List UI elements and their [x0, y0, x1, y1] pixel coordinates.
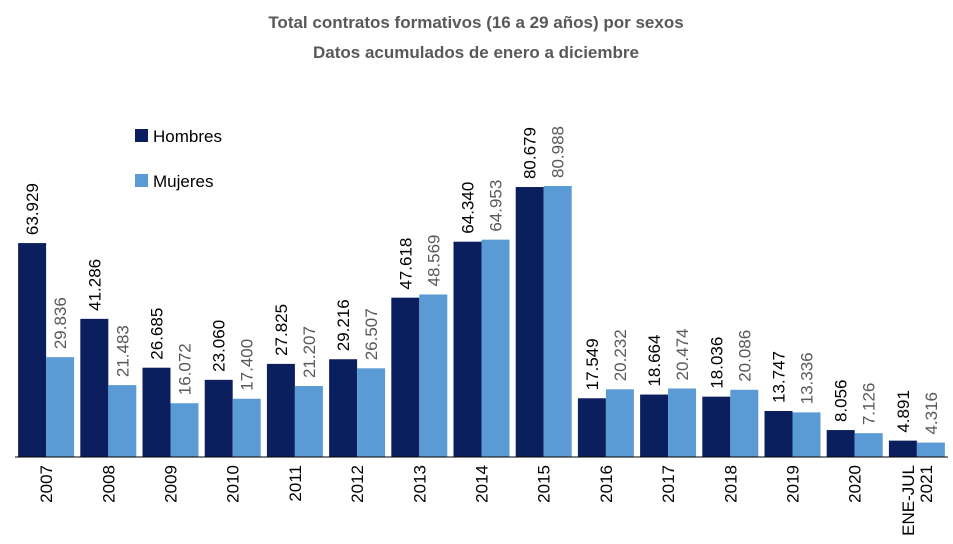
bar — [18, 243, 47, 457]
value-label: 20.232 — [611, 329, 630, 381]
x-tick-label: 2016 — [597, 465, 616, 503]
bar — [329, 359, 358, 457]
x-tick-label: 2008 — [99, 465, 118, 503]
x-tick-label: 2014 — [473, 465, 492, 503]
x-tick-label: 2009 — [162, 465, 181, 503]
bar — [419, 294, 448, 457]
x-tick-label: 2007 — [37, 465, 56, 503]
value-label: 27.825 — [272, 304, 291, 356]
x-tick-label: 2011 — [286, 465, 305, 502]
x-tick-label: 2019 — [784, 465, 803, 503]
bar — [605, 389, 634, 457]
x-tick-label: 2017 — [659, 465, 678, 503]
bar — [453, 241, 482, 457]
x-tick-label: 2020 — [846, 465, 865, 503]
bar — [792, 412, 821, 457]
bar — [577, 398, 606, 457]
value-label: 21.207 — [300, 326, 319, 378]
bar — [702, 396, 731, 457]
bar — [764, 411, 793, 457]
bar — [46, 357, 75, 457]
bar — [481, 239, 510, 457]
value-label: 64.340 — [459, 182, 478, 234]
bar — [826, 430, 855, 457]
value-label: 18.036 — [707, 337, 726, 389]
bar — [543, 186, 572, 457]
bar — [668, 388, 697, 457]
value-label: 64.953 — [486, 180, 505, 232]
bar — [108, 385, 137, 457]
value-label: 48.569 — [424, 234, 443, 286]
value-label: 20.086 — [735, 330, 754, 382]
x-tick-label: 2010 — [224, 465, 243, 503]
x-tick-label: 2013 — [410, 465, 429, 503]
value-label: 13.336 — [797, 352, 816, 404]
value-label: 17.549 — [583, 338, 602, 390]
value-label: 26.685 — [148, 308, 167, 360]
value-label: 29.216 — [334, 299, 353, 351]
bar — [640, 394, 669, 457]
chart-subtitle: Datos acumulados de enero a diciembre — [313, 43, 639, 62]
legend-swatch — [135, 174, 148, 187]
value-label: 47.618 — [396, 238, 415, 290]
x-tick-label: 2018 — [721, 465, 740, 503]
bar — [391, 297, 420, 457]
x-tick-label: ENE-JUL 2021 — [899, 465, 936, 536]
value-label: 17.400 — [238, 339, 257, 391]
bar — [916, 442, 945, 457]
bar — [170, 403, 199, 457]
bar — [266, 363, 295, 457]
bar — [204, 379, 233, 457]
bar — [730, 389, 759, 457]
bar — [515, 187, 544, 457]
bar — [854, 433, 883, 457]
value-label: 16.072 — [175, 343, 194, 395]
value-label: 4.316 — [922, 392, 941, 435]
bar — [357, 368, 386, 457]
value-label: 80.679 — [521, 127, 540, 179]
bar — [888, 440, 917, 457]
value-label: 23.060 — [210, 320, 229, 372]
value-label: 13.747 — [770, 351, 789, 403]
bar — [142, 367, 171, 457]
value-label: 8.056 — [832, 379, 851, 422]
legend-swatch — [135, 129, 148, 142]
value-label: 26.507 — [362, 308, 381, 360]
value-label: 21.483 — [113, 325, 132, 377]
bar — [80, 318, 109, 457]
bar — [294, 386, 323, 457]
legend-label: Mujeres — [153, 172, 213, 191]
value-label: 18.664 — [645, 335, 664, 387]
value-label: 4.891 — [894, 390, 913, 433]
x-tick-label: 2012 — [348, 465, 367, 503]
chart-title: Total contratos formativos (16 a 29 años… — [268, 13, 683, 32]
value-label: 7.126 — [860, 383, 879, 426]
value-label: 63.929 — [23, 183, 42, 235]
value-label: 20.474 — [673, 328, 692, 380]
value-label: 41.286 — [85, 259, 104, 311]
value-label: 80.988 — [549, 126, 568, 178]
value-label: 29.836 — [51, 297, 70, 349]
x-tick-label: 2015 — [535, 465, 554, 503]
legend-label: Hombres — [153, 127, 222, 146]
bar — [232, 398, 261, 457]
